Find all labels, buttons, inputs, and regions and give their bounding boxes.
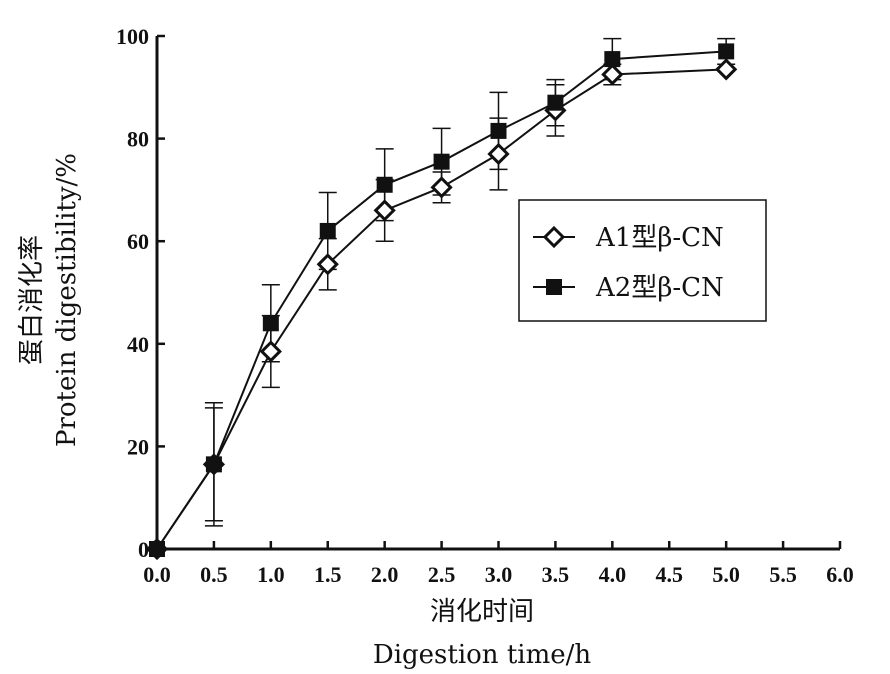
series-markers [145,43,738,561]
point-a1 [601,63,624,86]
point-a2 [319,222,336,239]
x-tick-label: 4.5 [656,562,684,587]
legend-box [518,199,767,322]
x-tick-label: 1.0 [257,562,285,587]
point-a1 [430,176,453,199]
legend-marker-a1 [542,225,566,249]
y-tick-label: 60 [127,229,149,254]
point-a2 [490,122,507,139]
x-tick-label: 6.0 [826,562,854,587]
point-a2 [547,94,564,111]
y-tick-label: 20 [127,434,149,459]
x-axis-title-en: Digestion time/h [373,640,592,670]
x-tick-label: 1.5 [314,562,342,587]
x-tick-label: 3.0 [485,562,513,587]
x-axis-title-cn: 消化时间 [430,597,534,627]
point-a2 [262,315,279,332]
point-a1 [487,142,510,166]
point-a2 [149,541,165,557]
x-tick-label: 4.0 [599,562,627,587]
x-tick-label: 2.5 [428,562,456,587]
y-tick-label: 0 [138,537,149,562]
series-line-1 [156,68,727,550]
legend: A1型β-CN A2型β-CN [518,199,767,322]
series-lines [156,50,727,550]
y-tick-label: 40 [127,332,149,357]
point-a2 [718,43,735,60]
axes [155,34,842,551]
series-line-2 [156,50,727,550]
point-a2 [433,153,450,170]
point-a1 [715,58,738,81]
x-tick-label: 2.0 [371,562,399,587]
y-tick-label: 80 [127,127,149,152]
x-tick-label: 5.5 [769,562,797,587]
x-tick-label: 0.0 [143,562,171,587]
point-a1 [259,340,282,363]
point-a1 [373,199,396,222]
y-tick-label: 100 [116,24,149,49]
point-a1 [316,253,339,276]
legend-label-a2: A2型β-CN [595,273,724,303]
x-tick-label: 3.5 [542,562,570,587]
y-axis-title-cn: 蛋白消化率 [17,235,47,365]
legend-marker-a2 [546,279,562,295]
point-a2 [604,51,621,68]
tick-labels: 0.0 0.5 1.0 1.5 2.0 2.5 3.0 3.5 4.0 4.5 5.0 5.5 6.0 0… [116,24,854,587]
x-tick-label: 0.5 [200,562,228,587]
x-tick-label: 5.0 [712,562,740,587]
y-axis-title-en: Protein digestibility/% [52,153,82,447]
point-a2 [376,176,393,193]
point-a2 [205,456,222,473]
legend-label-a1: A1型β-CN [595,223,724,253]
